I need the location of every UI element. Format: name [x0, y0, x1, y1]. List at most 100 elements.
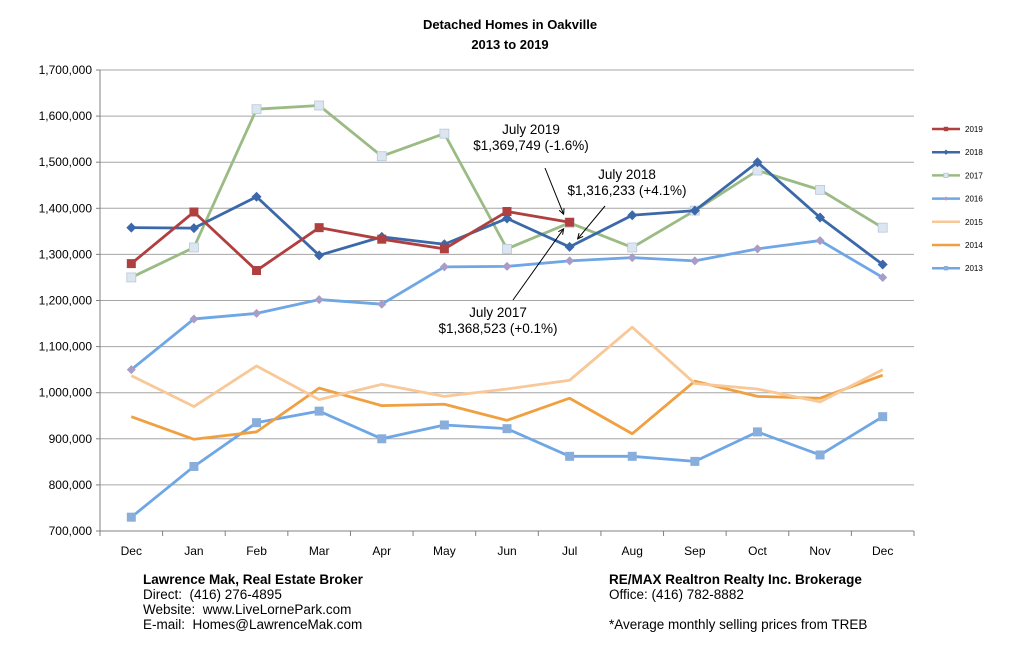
data-point — [943, 266, 949, 271]
data-point — [877, 259, 888, 270]
legend-entry-2017: 2017 — [932, 171, 983, 180]
data-point — [126, 259, 136, 269]
brokerage-name: RE/MAX Realtron Realty Inc. Brokerage — [609, 572, 862, 587]
x-tick-label: Jul — [562, 544, 577, 558]
data-point — [564, 241, 575, 252]
data-point — [815, 184, 825, 195]
y-tick-label: 1,000,000 — [39, 386, 93, 400]
y-tick-label: 1,100,000 — [39, 340, 93, 354]
x-tick-label: Feb — [246, 544, 267, 558]
y-tick-label: 800,000 — [49, 478, 93, 492]
data-point — [943, 126, 949, 132]
annotation: July 2019$1,369,749 (-1.6%) — [473, 122, 589, 216]
data-point — [377, 299, 387, 309]
y-tick-label: 1,600,000 — [39, 109, 93, 123]
annotation-text: $1,369,749 (-1.6%) — [473, 138, 589, 153]
legend-entry-2014: 2014 — [932, 241, 983, 250]
annotation-arrowhead — [576, 232, 584, 240]
data-point — [627, 253, 637, 263]
x-tick-label: Jan — [184, 544, 203, 558]
broker-name: Lawrence Mak, Real Estate Broker — [143, 572, 363, 587]
annotation-text: $1,368,523 (+0.1%) — [439, 321, 558, 336]
legend-entry-2015: 2015 — [932, 218, 983, 227]
data-point — [690, 256, 700, 266]
legend-entry-2018: 2018 — [932, 148, 983, 157]
data-point — [815, 236, 825, 246]
data-point — [627, 451, 637, 461]
series-2015 — [130, 325, 884, 408]
data-point — [565, 217, 575, 227]
data-point — [943, 149, 949, 155]
annotation-text: $1,316,233 (+4.1%) — [568, 183, 687, 198]
data-point — [878, 272, 888, 282]
x-tick-label: Dec — [121, 544, 142, 558]
series-line — [130, 373, 884, 441]
data-point — [252, 418, 262, 428]
data-point — [251, 104, 262, 115]
annotation-text: July 2019 — [502, 122, 560, 137]
legend-label: 2017 — [965, 171, 983, 180]
legend-entry-2019: 2019 — [932, 125, 983, 134]
annotation-text: July 2018 — [598, 167, 656, 182]
data-point — [752, 244, 762, 254]
data-point — [502, 243, 512, 254]
chart-title: Detached Homes in Oakville — [423, 17, 597, 32]
series-line — [130, 210, 570, 272]
series-2016 — [126, 236, 888, 375]
y-tick-label: 1,200,000 — [39, 294, 93, 308]
data-point — [126, 222, 137, 233]
data-point — [252, 308, 262, 318]
y-tick-label: 700,000 — [49, 524, 93, 538]
x-tick-label: Apr — [372, 544, 391, 558]
x-tick-label: Sep — [684, 544, 706, 558]
data-point — [377, 234, 387, 244]
series-group — [126, 100, 888, 522]
legend: 2019 2018 2017 2016 2015 2014 2013 — [932, 125, 983, 273]
data-point — [439, 262, 449, 272]
data-point — [188, 223, 199, 234]
x-tick-label: Mar — [309, 544, 330, 558]
y-tick-label: 1,700,000 — [39, 63, 93, 77]
data-point — [502, 207, 512, 217]
y-tick-label: 1,400,000 — [39, 201, 93, 215]
brokerage-office: Office: (416) 782-8882 — [609, 587, 744, 602]
data-point — [126, 512, 136, 522]
data-point — [314, 100, 325, 111]
series-2019 — [126, 207, 575, 276]
data-point — [752, 157, 763, 168]
annotation: July 2018$1,316,233 (+4.1%) — [568, 167, 687, 240]
data-point — [439, 420, 449, 430]
data-point — [314, 223, 324, 233]
legend-entry-2016: 2016 — [932, 195, 983, 204]
annotation: July 2017$1,368,523 (+0.1%) — [439, 227, 565, 336]
broker-website: Website: www.LiveLornePark.com — [143, 602, 352, 617]
series-2018 — [126, 157, 888, 270]
data-point — [439, 244, 449, 254]
data-point — [815, 450, 825, 460]
data-point — [376, 151, 387, 162]
data-point — [126, 365, 136, 375]
series-line — [130, 325, 884, 408]
data-point — [439, 128, 450, 139]
data-point — [189, 461, 199, 471]
x-tick-label: Jun — [497, 544, 516, 558]
data-point — [189, 207, 199, 217]
footer-left: Lawrence Mak, Real Estate Broker Direct:… — [143, 572, 363, 632]
data-point — [627, 242, 638, 253]
data-point — [943, 196, 949, 201]
data-point — [377, 434, 387, 444]
legend-label: 2016 — [965, 195, 983, 204]
x-axis: Dec Jan Feb Mar Apr May Jun Jul Aug Sep Oct Nov Dec — [99, 530, 915, 558]
data-point — [689, 205, 700, 216]
data-point — [878, 412, 888, 422]
data-point — [565, 256, 575, 266]
data-point — [251, 191, 262, 202]
data-point — [815, 212, 826, 223]
legend-label: 2018 — [965, 148, 983, 157]
series-2014 — [130, 373, 884, 441]
legend-label: 2015 — [965, 218, 983, 227]
data-point — [690, 456, 700, 466]
x-tick-label: Nov — [809, 544, 830, 558]
data-point — [189, 314, 199, 324]
x-tick-label: May — [433, 544, 456, 558]
